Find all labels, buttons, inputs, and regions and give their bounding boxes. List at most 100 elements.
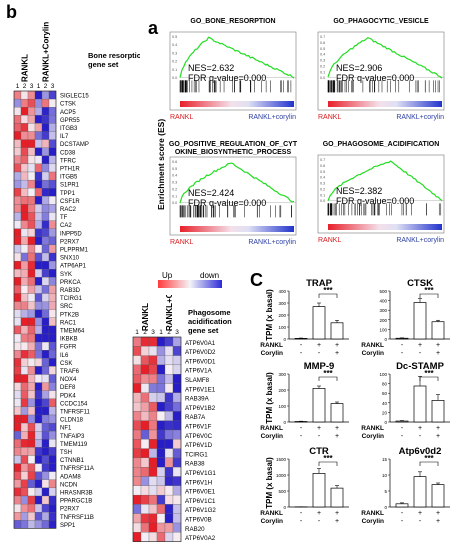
- bar-y-tick-label: 100: [379, 327, 387, 332]
- heatmap-cell: [148, 522, 158, 533]
- heatmap-cell: [13, 463, 22, 472]
- rankl-mark: +: [317, 510, 321, 517]
- corylin-mark: -: [318, 350, 321, 357]
- heatmap-cell: [148, 504, 158, 514]
- group-label-rankl: RANKL: [141, 303, 150, 331]
- gene-label: TNFAIP3: [60, 434, 85, 440]
- gene-label: ATP6V0A2: [185, 535, 216, 542]
- heatmap-cell: [164, 374, 174, 384]
- heatmap-cell: [148, 383, 158, 393]
- corylin-mark: -: [419, 433, 422, 440]
- gsea-y-tick: 0.4: [172, 174, 177, 178]
- heatmap-cell: [48, 439, 57, 448]
- replicate-label: 2: [44, 83, 48, 90]
- heatmap-cell: [48, 471, 57, 480]
- heatmap-cell: [13, 398, 22, 408]
- rankl-mark: +: [317, 425, 321, 432]
- gsea-y-tick: 0.5: [172, 35, 177, 39]
- heatmap-cell: [132, 392, 142, 403]
- heatmap-cell: [48, 366, 57, 375]
- bar-y-tick-label: 1500: [276, 457, 287, 462]
- bar-y-tick-label: 500: [278, 489, 286, 494]
- heatmap-cell: [172, 383, 182, 393]
- heatmap-cell: [41, 139, 50, 148]
- heatmap-cell: [172, 392, 182, 403]
- heatmap-cell: [34, 406, 43, 416]
- x-row-label-corylin: Corylin: [362, 518, 384, 525]
- heatmap-cell: [34, 317, 43, 327]
- gene-label: SLAMF8: [185, 377, 210, 384]
- heatmap-cell: [164, 420, 174, 431]
- heatmap-cell: [140, 420, 150, 431]
- heatmap-cell: [48, 90, 57, 100]
- gene-label: FGFR: [60, 345, 77, 351]
- heatmap-cell: [34, 252, 43, 262]
- bar-y-tick-label: 200: [379, 318, 387, 323]
- gene-label: PPARGC1B: [60, 499, 92, 505]
- gene-label: CA2: [60, 223, 72, 229]
- bar-y-tick-label: 200: [278, 313, 286, 318]
- heatmap-cell: [48, 374, 57, 383]
- gsea-left-label: RANKL: [170, 114, 193, 121]
- heatmap-cell: [148, 346, 158, 356]
- x-row-label-corylin: Corylin: [261, 350, 283, 357]
- heatmap-cell: [172, 457, 182, 468]
- heatmap-cell: [27, 98, 36, 108]
- heatmap-cell: [20, 115, 29, 124]
- bar-y-tick-label: 0: [283, 505, 286, 510]
- heatmap-cell: [41, 382, 50, 391]
- heatmap-cell: [172, 476, 182, 486]
- heatmap-cell: [48, 236, 57, 246]
- gene-label: CD38: [60, 150, 76, 156]
- gene-label: ADAM8: [60, 474, 81, 480]
- heatmap-cell: [48, 171, 57, 181]
- heatmap-cell: [41, 179, 50, 189]
- heatmap-cell: [156, 383, 166, 393]
- heatmap-cell: [172, 364, 182, 375]
- bar-y-tick-label: 20: [382, 410, 388, 415]
- heatmap-cell: [41, 374, 50, 383]
- heatmap-cell: [20, 406, 29, 416]
- bar-chart-title: Dc-STAMP: [396, 361, 445, 372]
- heatmap-cell: [20, 293, 29, 302]
- replicate-label: 2: [23, 83, 27, 90]
- x-row-label-corylin: Corylin: [362, 433, 384, 440]
- heatmap-cell: [20, 503, 29, 513]
- heatmap-cell: [27, 179, 36, 189]
- heatmap-cell: [140, 429, 150, 440]
- heatmap-cell: [48, 123, 57, 132]
- heatmap-cell: [13, 495, 22, 505]
- heatmap-cell: [164, 504, 174, 514]
- bar: [312, 473, 326, 508]
- heatmap-cell: [13, 301, 22, 310]
- heatmap-cell: [13, 90, 22, 100]
- heatmap-cell: [148, 476, 158, 486]
- gene-label: CSF1R: [60, 199, 80, 205]
- gene-set-label: acidification: [188, 317, 232, 326]
- rankl-mark: +: [335, 425, 339, 432]
- bar-y-tick-label: 1000: [276, 473, 287, 478]
- heatmap-cell: [48, 325, 57, 335]
- gsea-plot-frame: [169, 31, 297, 111]
- heatmap-cell: [27, 269, 36, 278]
- significance-label: ***: [323, 454, 333, 463]
- heatmap-cell: [172, 346, 182, 356]
- bar-y-tick-label: 300: [379, 308, 387, 313]
- heatmap-cell: [20, 414, 29, 424]
- heatmap-cell: [148, 429, 158, 440]
- rankl-mark: +: [436, 342, 440, 349]
- heatmap-cell: [41, 196, 50, 205]
- bar: [312, 306, 326, 340]
- heatmap-cell: [132, 504, 142, 514]
- heatmap-cell: [27, 147, 36, 156]
- gene-set-label: Phagosome: [188, 308, 231, 317]
- gsea-right-label: RANKL+corylin: [396, 114, 444, 121]
- gene-label: RAB20: [185, 526, 205, 533]
- heatmap-cell: [20, 277, 29, 286]
- heatmap-cell: [140, 364, 150, 375]
- gsea-rank-bar: [328, 224, 442, 230]
- heatmap-cell: [164, 336, 174, 347]
- gene-label: TMEM119: [60, 442, 88, 448]
- replicate-label: 3: [51, 83, 55, 90]
- heatmap-cell: [13, 236, 22, 246]
